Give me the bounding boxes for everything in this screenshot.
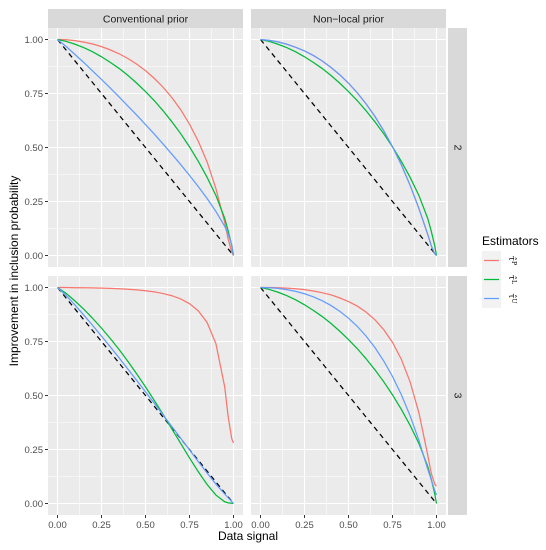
strip-column-label: Non−local prior	[313, 14, 384, 26]
x-tick-label: 0.50	[136, 520, 155, 531]
y-axis-title: Improvement in inclusion probability	[7, 176, 21, 367]
strip-row-label: 3	[452, 393, 464, 399]
x-tick-label: 0.50	[339, 520, 358, 531]
y-tick-label: 0.50	[25, 391, 44, 402]
y-tick-label: 1.00	[25, 35, 44, 46]
y-tick-label: 0.00	[25, 499, 44, 510]
series-line-U	[57, 39, 235, 256]
y-tick-label: 0.00	[25, 251, 44, 262]
series-line-U	[57, 287, 234, 504]
x-tick-label: 1.00	[224, 520, 243, 531]
facet-panel: 0.00 0.25 0.50 0.75 1.00	[251, 276, 446, 531]
x-tick-label: 1.00	[427, 520, 446, 531]
legend-label: τ̂U	[506, 293, 518, 303]
strip-column-bg	[251, 9, 446, 28]
strip-row-bg	[448, 28, 467, 267]
y-tick-label: 1.00	[25, 283, 44, 294]
y-tick-label: 0.25	[25, 445, 44, 456]
legend: Estimators τ̂P τ̂L τ̂U	[482, 234, 539, 308]
facet-panel: 0.00 0.25 0.50 0.75 1.00 0.00 0.25 0.50 0.75 1.00	[25, 276, 243, 531]
x-tick-label: 0.75	[383, 520, 402, 531]
series-line-P	[57, 38, 235, 256]
x-axis-title: Data signal	[218, 529, 278, 543]
series-line-U	[260, 286, 438, 496]
x-tick-label: 0.00	[251, 520, 270, 531]
legend-items: τ̂P τ̂L τ̂U	[482, 251, 518, 308]
x-tick-label: 0.25	[295, 520, 314, 531]
y-tick-label: 0.75	[25, 89, 44, 100]
series-line-U	[260, 38, 437, 256]
legend-title: Estimators	[482, 234, 539, 248]
reference-diagonal	[57, 39, 234, 256]
panels-layer: Conventional prior Non−local prior230.000…	[25, 9, 467, 531]
strip-row-label: 2	[452, 145, 464, 151]
legend-item-U: τ̂U	[482, 289, 518, 308]
series-line-L	[260, 38, 438, 256]
x-tick-label: 0.75	[180, 520, 199, 531]
legend-label: τ̂L	[506, 275, 518, 284]
strip-column-label: Conventional prior	[103, 14, 189, 26]
x-tick-label: 0.00	[48, 520, 67, 531]
reference-diagonal	[57, 287, 234, 504]
legend-item-L: τ̂L	[482, 270, 518, 289]
y-tick-label: 0.50	[25, 143, 44, 154]
facet-panel	[251, 28, 446, 267]
series-line-P	[260, 286, 437, 487]
legend-label: τ̂P	[506, 256, 518, 265]
reference-diagonal	[260, 39, 437, 256]
series-line-P	[57, 286, 235, 444]
x-tick-label: 0.25	[92, 520, 111, 531]
legend-item-P: τ̂P	[482, 251, 518, 270]
y-tick-label: 0.25	[25, 197, 44, 208]
strip-column-bg	[48, 9, 243, 28]
y-tick-label: 0.75	[25, 337, 44, 348]
strip-row-bg	[448, 276, 467, 515]
series-line-L	[57, 38, 235, 256]
reference-diagonal	[260, 287, 437, 504]
series-line-L	[57, 286, 234, 505]
facet-panel: 0.00 0.25 0.50 0.75 1.00	[25, 28, 243, 267]
